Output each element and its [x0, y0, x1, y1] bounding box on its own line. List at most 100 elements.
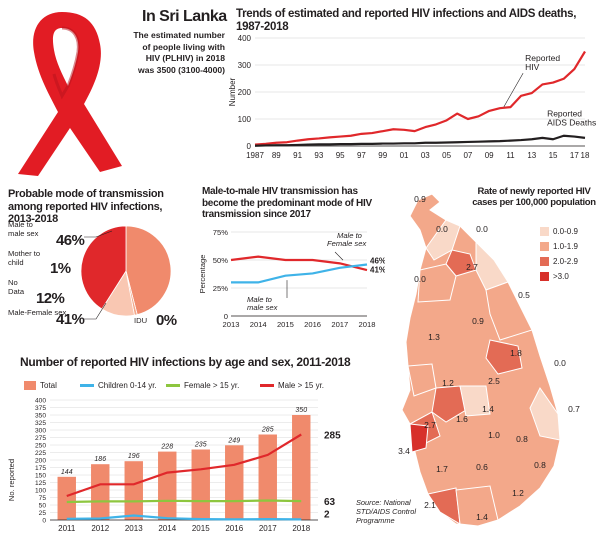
msm-xtick-label: 2017	[331, 320, 348, 329]
msm-ytick-label: 25%	[213, 284, 228, 293]
pie-label-line2: Data	[8, 287, 25, 296]
age-bar-total	[91, 464, 110, 520]
map-region	[485, 339, 523, 375]
map-legend-0-swatch	[540, 227, 549, 236]
map-title: Rate of newly reported HIV cases per 100…	[472, 186, 596, 208]
age-sex-chart: 0255075100125150175200225250275300325350…	[7, 398, 341, 534]
msm-xtick-label: 2014	[250, 320, 267, 329]
age-line-male	[66, 433, 302, 498]
map-value-label: 0.9	[414, 194, 426, 204]
map-value-label: 0.8	[534, 460, 546, 470]
map-value-label: 0.0	[554, 358, 566, 368]
legend-total: Total	[24, 381, 57, 390]
age-ytick-label: 0	[42, 518, 46, 525]
age-ytick-label: 125	[35, 480, 46, 487]
age-bar-total	[191, 449, 210, 520]
age-xtick-label: 2012	[91, 524, 109, 533]
age-xtick-label: 2011	[58, 524, 76, 533]
msm-label-female-line2: Female sex	[327, 239, 367, 248]
age-xtick-label: 2018	[292, 524, 310, 533]
intro-text: The estimated number of people living wi…	[133, 30, 225, 75]
age-bar-value: 285	[261, 427, 274, 434]
trends-xtick-label: 17	[570, 151, 579, 160]
trends-xtick-label: 07	[463, 151, 472, 160]
map-legend-3-swatch	[540, 272, 549, 281]
map-value-label: 1.2	[442, 378, 454, 388]
pie-label: Male to male sex	[8, 220, 39, 238]
pie-percent: 0%	[156, 312, 177, 329]
red-ribbon-icon	[18, 12, 122, 176]
age-bar-total	[158, 451, 177, 520]
age-bar-total	[258, 434, 277, 520]
trends-xtick-label: 05	[442, 151, 451, 160]
map-value-label: 0.0	[476, 224, 488, 234]
age-sex-title: Number of reported HIV infections by age…	[20, 355, 351, 369]
msm-title: Male-to-male HIV transmission has become…	[202, 186, 372, 220]
age-ytick-label: 25	[39, 510, 47, 517]
age-bar-total	[225, 445, 244, 520]
map-value-label: 2.7	[466, 262, 478, 272]
msm-label-male: Male to male sex	[247, 295, 279, 312]
map-value-label: 2.7	[424, 420, 436, 430]
trends-ytick-label: 400	[238, 34, 252, 43]
msm-ytick-label: 0	[224, 312, 228, 321]
map-legend-3: >3.0	[540, 272, 569, 281]
age-bar-total	[292, 415, 311, 520]
map-value-label: 1.2	[512, 488, 524, 498]
age-ytick-label: 375	[35, 405, 46, 412]
age-ytick-label: 300	[35, 428, 46, 435]
trends-xtick-label: 91	[293, 151, 302, 160]
legend-male: Male > 15 yr.	[260, 381, 324, 390]
age-bar-value: 144	[61, 469, 73, 476]
msm-line-male	[231, 263, 368, 284]
age-ylabel: No. reported	[7, 459, 16, 501]
map-legend-0: 0.0-0.9	[540, 227, 578, 236]
msm-xtick-label: 2015	[277, 320, 294, 329]
map-value-label: 1.0	[488, 430, 500, 440]
trends-xtick-label: 09	[485, 151, 494, 160]
map-legend-1: 1.0-1.9	[540, 242, 578, 251]
age-xtick-label: 2017	[259, 524, 277, 533]
age-ytick-label: 150	[35, 473, 46, 480]
trends-label-deaths-line2: AIDS Deaths	[547, 117, 596, 127]
legend-male-label: Male > 15 yr.	[278, 381, 325, 390]
transmission-title: Probable mode of transmission among repo…	[8, 188, 164, 225]
map-legend-2: 2.0-2.9	[540, 257, 578, 266]
legend-male-swatch	[260, 384, 274, 387]
legend-female: Female > 15 yr.	[166, 381, 239, 390]
pie-leader	[84, 230, 113, 238]
msm-xtick-label: 2013	[223, 320, 240, 329]
legend-female-label: Female > 15 yr.	[184, 381, 240, 390]
age-ytick-label: 275	[35, 435, 46, 442]
trends-label-hiv-line1: Reported	[525, 53, 560, 63]
map-region	[529, 387, 561, 441]
trends-line-hiv	[254, 50, 586, 146]
age-bar-value: 196	[128, 453, 140, 460]
legend-children: Children 0-14 yr.	[80, 381, 157, 390]
age-xtick-label: 2014	[158, 524, 176, 533]
map-region	[455, 485, 499, 527]
age-ytick-label: 175	[35, 465, 46, 472]
age-bar-total	[57, 476, 76, 520]
pie-percent: 1%	[50, 260, 71, 277]
pie-leader	[84, 302, 107, 320]
map-region	[445, 249, 477, 277]
age-ytick-label: 200	[35, 458, 46, 465]
msm-ytick-label: 50%	[213, 256, 228, 265]
age-xtick-label: 2016	[225, 524, 243, 533]
trends-xtick-label: 11	[506, 151, 515, 160]
trends-xtick-label: 99	[378, 151, 387, 160]
trends-ytick-label: 100	[238, 115, 252, 124]
msm-label-male-line2: male sex	[247, 303, 279, 312]
map-legend-0-label: 0.0-0.9	[553, 227, 578, 236]
age-bar-value: 235	[194, 442, 207, 449]
msm-xtick-label: 2016	[304, 320, 321, 329]
legend-total-label: Total	[40, 381, 57, 390]
trends-label-deaths: Reported AIDS Deaths	[547, 108, 596, 127]
trends-chart: 0 100 200 300 400 1987 89 91 93 95 97 99 01 03 05 07 09 1…	[228, 34, 596, 160]
map-region	[409, 423, 429, 453]
age-end-label-female: 63	[324, 497, 336, 508]
pie-percent: 46%	[56, 232, 84, 249]
pie-label-line2: child	[8, 258, 24, 267]
map-value-label: 1.4	[476, 512, 488, 522]
